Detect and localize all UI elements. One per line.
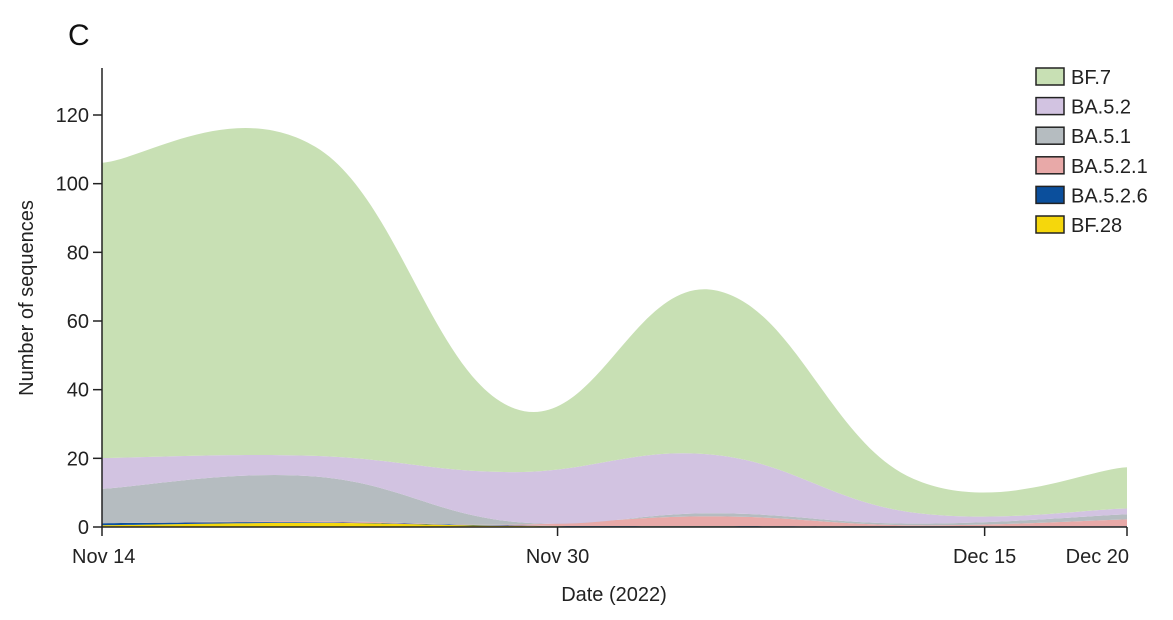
area-ba-5-1: [102, 474, 1127, 526]
area-bf-28: [102, 522, 1127, 527]
y-tick-label: 100: [56, 174, 89, 196]
area-ba-5-2-6: [102, 522, 1127, 527]
x-tick-label: Nov 14: [72, 546, 135, 568]
legend-swatch-ba-5-2-1: [1035, 156, 1065, 175]
x-tick-label: Nov 30: [526, 546, 589, 568]
y-tick-label: 60: [67, 311, 89, 333]
x-tick-label: Dec 20: [1066, 546, 1129, 568]
legend-label-ba-5-1: BA.5.1: [1071, 126, 1131, 148]
x-axis-title: Date (2022): [561, 584, 667, 606]
legend-swatch-ba-5-2-6: [1035, 185, 1065, 205]
legend-label-ba-5-2-6: BA.5.2.6: [1071, 185, 1148, 207]
area-ba-5-2-1: [102, 516, 1127, 527]
y-tick-label: 20: [67, 448, 89, 470]
y-tick-label: 80: [67, 242, 89, 264]
legend-swatch-ba-5-2: [1035, 96, 1065, 116]
legend-swatch-bf-28: [1035, 215, 1065, 234]
area-bf-7: [102, 128, 1127, 517]
panel-label: C: [68, 19, 90, 52]
legend-label-bf-7: BF.7: [1071, 67, 1111, 89]
y-tick-label: 120: [56, 105, 89, 127]
legend-swatch-ba-5-1: [1035, 126, 1065, 145]
legend-swatch-bf-7: [1035, 67, 1065, 86]
y-axis-title: Number of sequences: [16, 200, 38, 396]
area-layers: [102, 128, 1127, 527]
legend: BF.7 BA.5.2 BA.5.1 BA.5.2.1 BA.5.2.6 BF.28: [1035, 67, 1148, 237]
x-tick-label: Dec 15: [953, 546, 1016, 568]
legend-label-ba-5-2: BA.5.2: [1071, 97, 1131, 119]
area-ba-5-2: [102, 453, 1127, 524]
y-tick-label: 40: [67, 380, 89, 402]
legend-label-ba-5-2-1: BA.5.2.1: [1071, 156, 1148, 178]
y-tick-label: 0: [78, 517, 89, 539]
y-axis-ticks: 0 20 40 60 80 100 120: [56, 105, 102, 539]
x-axis-ticks: Nov 14 Nov 30 Dec 15 Dec 20: [72, 527, 1129, 568]
legend-label-bf-28: BF.28: [1071, 215, 1122, 237]
